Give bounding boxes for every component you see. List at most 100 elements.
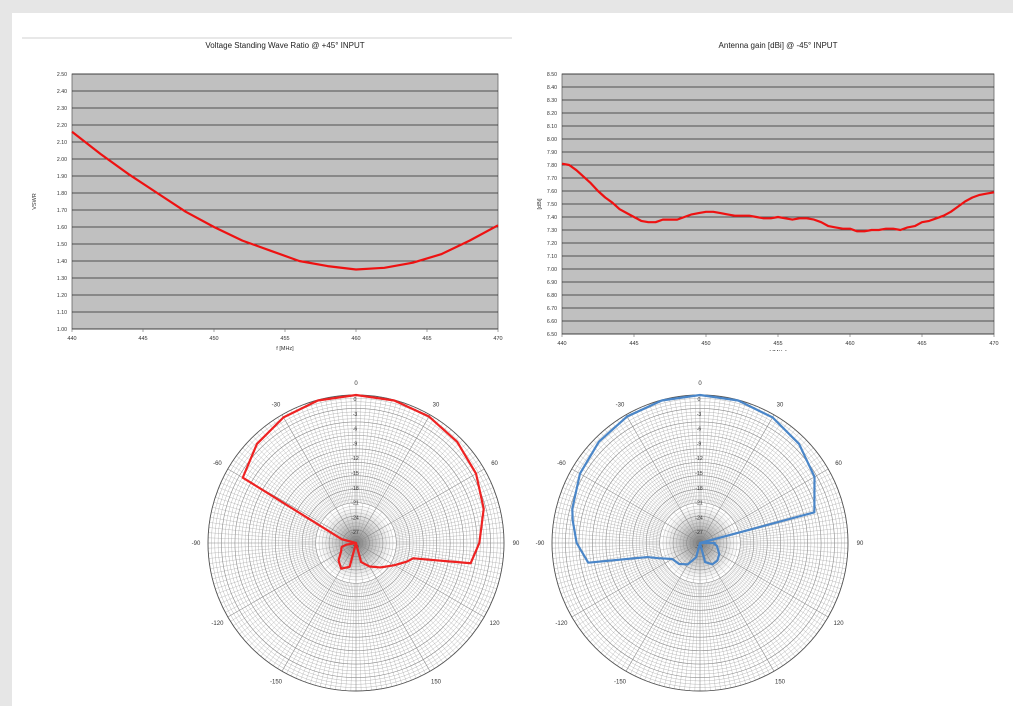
y-tick-label: 8.50 bbox=[547, 72, 557, 78]
polar-spoke bbox=[208, 547, 317, 559]
polar-spoke bbox=[379, 423, 444, 511]
polar-spoke bbox=[393, 555, 497, 589]
polar-spoke bbox=[701, 546, 775, 672]
polar-spoke bbox=[281, 546, 355, 672]
y-tick-label: 7.40 bbox=[547, 215, 557, 221]
polar-spoke bbox=[654, 580, 688, 684]
polar-spoke bbox=[737, 497, 841, 531]
polar-spoke bbox=[395, 545, 504, 554]
polar-spoke bbox=[674, 546, 700, 689]
polar-spoke bbox=[702, 545, 796, 657]
polar-spoke bbox=[639, 407, 684, 507]
polar-spoke bbox=[377, 576, 435, 669]
polar-spoke bbox=[273, 576, 334, 666]
polar-spoke bbox=[726, 572, 800, 654]
polar-spoke bbox=[245, 569, 327, 643]
polar-spoke bbox=[721, 576, 779, 669]
angle-label: -30 bbox=[272, 402, 281, 408]
polar-spoke bbox=[208, 544, 317, 549]
radial-label: -24 bbox=[695, 515, 703, 521]
angle-label: -90 bbox=[192, 541, 201, 547]
polar-spoke bbox=[366, 581, 397, 686]
polar-spoke bbox=[669, 582, 692, 688]
polar-spoke bbox=[737, 557, 838, 599]
polar-spoke bbox=[392, 482, 492, 527]
plot-area bbox=[71, 73, 499, 330]
polar-spoke bbox=[702, 545, 814, 639]
polar-spoke bbox=[684, 395, 696, 504]
polar-spoke bbox=[739, 537, 848, 542]
x-tick-label: 440 bbox=[67, 336, 76, 342]
polar-spoke bbox=[395, 547, 504, 559]
polar-spoke bbox=[621, 417, 679, 510]
y-tick-label: 1.60 bbox=[57, 225, 67, 231]
y-tick-label: 8.20 bbox=[547, 111, 557, 117]
polar-spoke bbox=[320, 581, 347, 687]
polar-spoke bbox=[368, 580, 402, 684]
angle-label: -120 bbox=[211, 621, 224, 627]
polar-spoke bbox=[393, 557, 494, 599]
polar-spoke bbox=[395, 522, 503, 538]
polar-spoke bbox=[554, 543, 697, 569]
polar-spoke bbox=[737, 555, 841, 589]
radial-label: -18 bbox=[351, 486, 359, 492]
polar-spoke bbox=[583, 451, 669, 519]
angle-label: 0 bbox=[354, 381, 358, 387]
y-tick-label: 1.30 bbox=[57, 276, 67, 282]
polar-spoke bbox=[305, 546, 355, 683]
polar-spoke bbox=[222, 560, 321, 609]
radial-label: -9 bbox=[353, 441, 358, 447]
polar-spoke bbox=[702, 395, 711, 504]
polar-spoke bbox=[391, 561, 487, 613]
polar-spoke bbox=[236, 455, 324, 520]
polar-spoke bbox=[389, 564, 482, 622]
polar-spoke bbox=[736, 559, 836, 604]
polar-spoke bbox=[300, 405, 342, 506]
x-tick-label: 455 bbox=[773, 341, 782, 347]
y-tick-label: 7.70 bbox=[547, 176, 557, 182]
polar-spoke bbox=[350, 395, 355, 504]
polar-spoke bbox=[394, 552, 500, 579]
polar-spoke bbox=[739, 544, 848, 549]
polar-spoke bbox=[649, 546, 699, 683]
x-tick-label: 445 bbox=[138, 336, 147, 342]
polar-spoke bbox=[559, 555, 663, 589]
pattern-curve bbox=[571, 393, 816, 566]
polar-spoke bbox=[625, 414, 699, 540]
polar-spoke bbox=[703, 492, 840, 542]
polar-spoke bbox=[377, 417, 435, 510]
polar-spoke bbox=[357, 546, 407, 683]
polar-spoke bbox=[218, 557, 319, 599]
polar-spoke bbox=[705, 396, 721, 504]
polar-spoke bbox=[729, 569, 811, 643]
angle-label: 60 bbox=[491, 461, 498, 467]
polar-spoke bbox=[557, 553, 662, 584]
polar-spoke bbox=[723, 423, 788, 511]
polar-spoke bbox=[357, 582, 362, 691]
polar-spoke bbox=[216, 544, 353, 594]
y-axis-label: VSWR bbox=[32, 193, 38, 210]
polar-spoke bbox=[737, 487, 838, 529]
polar-spoke bbox=[654, 402, 688, 506]
polar-spoke bbox=[236, 566, 324, 631]
polar-spoke bbox=[703, 517, 846, 543]
polar-spoke bbox=[260, 429, 354, 541]
x-tick-label: 470 bbox=[989, 341, 998, 347]
polar-spoke bbox=[286, 578, 338, 674]
polar-spoke bbox=[395, 551, 501, 574]
y-tick-label: 2.20 bbox=[57, 123, 67, 129]
polar-spoke bbox=[385, 569, 467, 643]
polar-spoke bbox=[233, 565, 323, 626]
x-tick-label: 460 bbox=[351, 336, 360, 342]
polar-spoke bbox=[664, 581, 691, 687]
polar-spoke bbox=[679, 582, 695, 690]
polar-spoke bbox=[738, 552, 844, 579]
polar-spoke bbox=[239, 451, 325, 519]
polar-spoke bbox=[716, 579, 761, 679]
polar-spoke bbox=[708, 582, 731, 688]
polar-spoke bbox=[589, 569, 671, 643]
x-tick-label: 450 bbox=[701, 341, 710, 347]
polar-spoke bbox=[728, 440, 807, 516]
polar-spoke bbox=[393, 497, 497, 531]
chart-title: Antenna gain [dBi] @ -45° INPUT bbox=[719, 41, 838, 50]
